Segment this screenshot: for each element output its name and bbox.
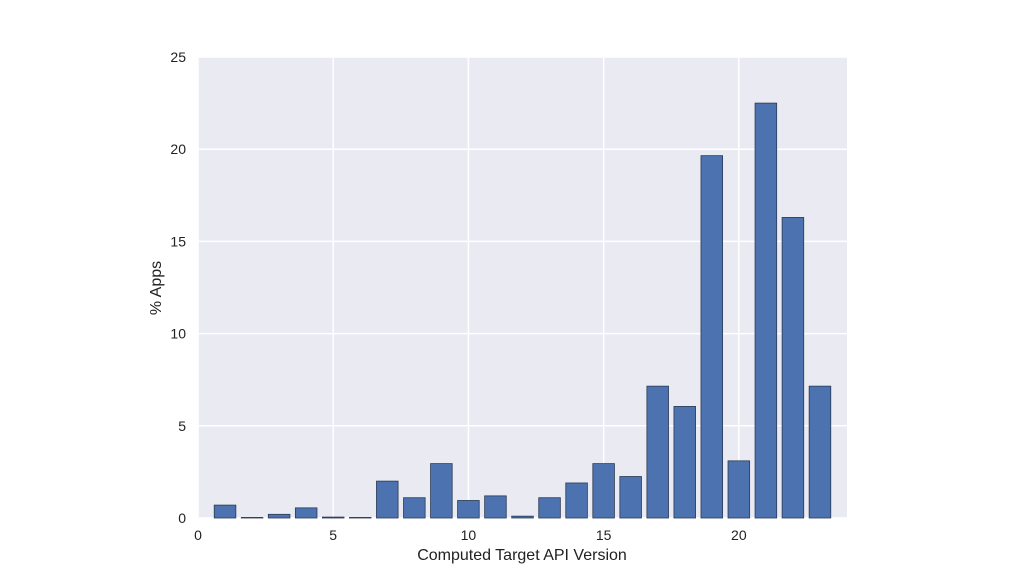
bar [321,516,345,519]
bar [619,476,642,519]
x-tick-label: 15 [596,527,612,543]
y-tick-label: 5 [178,418,186,434]
x-tick-label: 20 [731,527,747,543]
bar [511,515,534,519]
x-axis-label: Computed Target API Version [417,547,627,564]
bar [727,460,751,519]
y-tick-label: 25 [170,49,186,65]
y-tick-labels: 0 5 10 15 20 25 [170,49,186,526]
y-tick-label: 20 [170,141,186,157]
x-tick-label: 0 [194,527,202,543]
y-tick-label: 15 [170,233,186,249]
bar [376,480,399,519]
x-tick-label: 10 [461,527,477,543]
bar [781,217,805,519]
x-tick-labels: 0 5 10 15 20 [194,527,747,543]
bar [430,463,453,519]
y-tick-label: 0 [178,510,186,526]
x-tick-label: 5 [329,527,337,543]
y-axis-label: % Apps [148,261,165,315]
bar [754,102,778,519]
bar [646,385,669,519]
bar [808,385,832,519]
bar [484,495,507,519]
y-tick-label: 10 [170,326,186,342]
bar [700,155,724,519]
bar [673,406,696,519]
bar [240,517,264,519]
bar [349,517,372,519]
bar [403,497,426,519]
bar [457,500,480,519]
bar [294,507,318,519]
bars [213,102,832,519]
bar [565,482,588,519]
bar [538,497,561,519]
bar [213,504,237,519]
plot-background [198,57,847,518]
bar [267,513,291,519]
bar [592,463,615,519]
